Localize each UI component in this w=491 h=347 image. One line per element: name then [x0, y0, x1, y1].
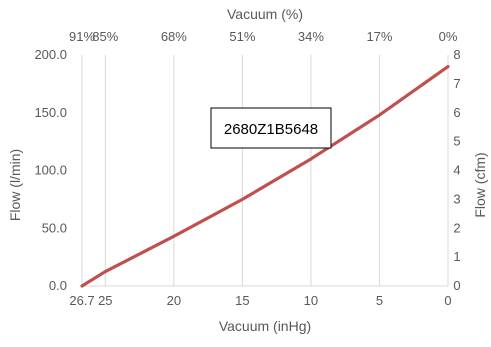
- x-bottom-tick-label: 15: [235, 293, 249, 308]
- x-bottom-tick-label: 0: [444, 293, 451, 308]
- x-bottom-tick-label: 25: [98, 293, 112, 308]
- bottom-axis-title: Vacuum (inHg): [219, 318, 311, 334]
- right-axis-title: Flow (cfm): [472, 152, 488, 217]
- y-left-tick-label: 0.0: [49, 278, 67, 293]
- x-top-tick-label: 34%: [298, 29, 324, 44]
- x-bottom-tick-label: 26.7: [69, 293, 94, 308]
- y-right-tick-label: 5: [453, 134, 460, 149]
- axes: [82, 55, 448, 286]
- y-right-tick-label: 0: [453, 278, 460, 293]
- y-left-tick-label: 150.0: [34, 105, 67, 120]
- y-right-tick-label: 2: [453, 220, 460, 235]
- x-bottom-tick-label: 10: [304, 293, 318, 308]
- x-top-tick-label: 0%: [439, 29, 458, 44]
- y-right-tick-label: 3: [453, 191, 460, 206]
- x-bottom-tick-label: 5: [376, 293, 383, 308]
- x-top-tick-label: 85%: [92, 29, 118, 44]
- gridlines: [105, 55, 448, 286]
- left-axis-title: Flow (l/min): [7, 149, 23, 221]
- y-right-tick-label: 1: [453, 249, 460, 264]
- annotation-label: 2680Z1B5648: [224, 121, 318, 138]
- series-layer: [82, 66, 448, 286]
- x-bottom-tick-label: 20: [167, 293, 181, 308]
- y-left-tick-label: 200.0: [34, 47, 67, 62]
- y-right-tick-label: 8: [453, 47, 460, 62]
- y-left-tick-label: 50.0: [42, 220, 67, 235]
- top-axis-title: Vacuum (%): [227, 6, 303, 22]
- x-top-tick-label: 51%: [229, 29, 255, 44]
- y-left-tick-label: 100.0: [34, 163, 67, 178]
- y-right-tick-label: 4: [453, 163, 460, 178]
- x-top-tick-label: 68%: [161, 29, 187, 44]
- y-right-tick-label: 6: [453, 105, 460, 120]
- x-top-tick-label: 17%: [366, 29, 392, 44]
- y-right-tick-label: 7: [453, 76, 460, 91]
- annotation-box: 2680Z1B5648: [211, 108, 331, 148]
- series-line: [82, 67, 448, 286]
